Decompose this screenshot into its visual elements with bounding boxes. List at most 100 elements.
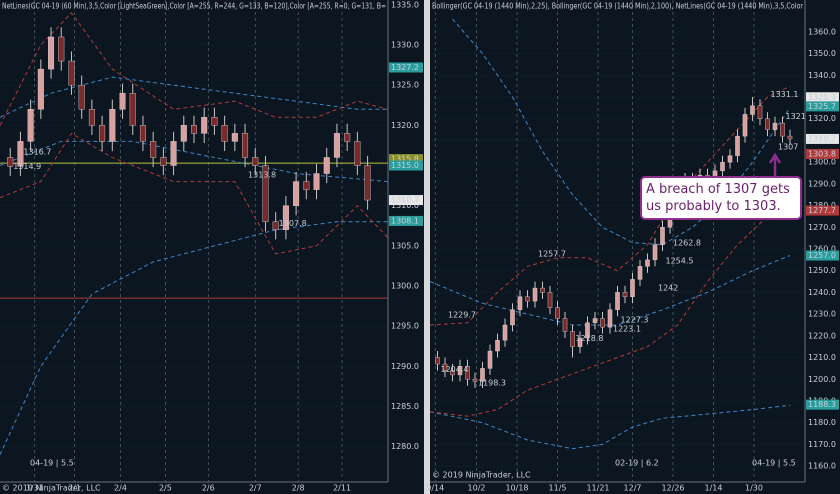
y-tick-label: 1325.0 — [391, 81, 419, 90]
price-point-label: 1262.8 — [673, 238, 701, 247]
candle-body — [160, 157, 167, 166]
candle-body — [570, 331, 575, 347]
y-tick-label: 1220.0 — [808, 331, 836, 340]
candle-body — [772, 122, 778, 130]
candle-body — [435, 357, 440, 365]
price-point-label: 1204.4 — [441, 365, 469, 374]
candle-body — [480, 368, 485, 382]
band-line — [429, 210, 791, 417]
price-tag-label: 1327.2 — [391, 63, 419, 72]
y-tick-label: 1250.0 — [808, 266, 836, 275]
candle-body — [750, 105, 755, 115]
price-tag — [389, 160, 423, 171]
candle-body — [231, 133, 238, 142]
price-point-label: 1313.8 — [248, 171, 276, 180]
y-tick-label: 1200.0 — [808, 375, 836, 384]
price-point-label: 1307 — [778, 142, 798, 151]
y-tick-label: 1335.0 — [391, 0, 419, 9]
x-tick-label: 2/11 — [333, 484, 351, 493]
x-tick-label: 11/21 — [586, 484, 609, 493]
footnote: 04-19 | 5.5 — [752, 459, 796, 468]
price-tag — [806, 133, 839, 144]
price-point-label: 1257.7 — [538, 249, 566, 258]
candle-body — [78, 84, 85, 110]
annotation: A breach of 1307 gets us probably to 130… — [640, 176, 802, 220]
price-point-label: 1227.3 — [621, 315, 649, 324]
candle-body — [450, 370, 455, 376]
candle-body — [442, 363, 448, 371]
y-tick-label: 1260.0 — [808, 245, 836, 254]
candle-body — [652, 244, 658, 261]
candle-body — [354, 141, 361, 166]
y-tick-label: 1310.0 — [391, 201, 419, 210]
y-tick-label: 1170.0 — [808, 440, 836, 449]
y-tick-label: 1180.0 — [808, 418, 836, 427]
candle-body — [88, 109, 95, 126]
candle-body — [622, 292, 628, 297]
candle-body — [313, 173, 320, 190]
price-point-label: 1254.5 — [666, 256, 694, 265]
price-tag — [806, 399, 839, 410]
candle-body — [592, 318, 598, 324]
candle-body — [364, 165, 371, 201]
x-tick-label: 12/26 — [661, 484, 684, 493]
candle-body — [600, 318, 605, 328]
candle-body — [615, 292, 620, 310]
x-tick-label: 1/31 — [26, 484, 44, 493]
candle-body — [720, 161, 725, 172]
price-point-label: 1218.8 — [576, 334, 604, 343]
candle-body — [37, 68, 44, 110]
band-line — [429, 404, 791, 450]
candle-body — [272, 221, 279, 230]
plot-area — [0, 0, 424, 494]
plot-area — [430, 0, 840, 494]
candle-body — [58, 36, 65, 62]
candle-body — [547, 292, 553, 308]
chart-header: Bollinger(GC 04-19 (1440 Min),2,25), Bol… — [432, 2, 804, 11]
price-point-label: 1314.9 — [13, 162, 41, 171]
candle-body — [562, 318, 568, 332]
price-tag-label: 1325.7 — [808, 102, 836, 111]
y-tick-label: 1210.0 — [808, 353, 836, 362]
candle-body — [180, 125, 187, 142]
x-tick-label: 1/30 — [745, 484, 763, 493]
candle-body — [282, 205, 289, 230]
price-tag-label: 1329.9 — [808, 93, 836, 102]
price-point-label: 1229.7 — [448, 310, 476, 319]
y-tick-label: 1240.0 — [808, 288, 836, 297]
y-tick-label: 1300.0 — [808, 158, 836, 167]
y-tick-label: 1160.0 — [808, 462, 836, 471]
candle-body — [757, 105, 763, 119]
band-line — [0, 221, 388, 455]
price-tag — [389, 215, 423, 226]
annotation-arrow — [768, 152, 782, 176]
price-tag-label: 1310.7 — [808, 134, 836, 143]
price-point-label: 1223.1 — [613, 325, 641, 334]
footnote: 04-19 | 5.5 — [30, 459, 74, 468]
candle-body — [119, 92, 126, 110]
candle-body — [139, 125, 146, 142]
x-tick-label: 1/14 — [705, 484, 723, 493]
candle-body — [735, 135, 740, 156]
candle-body — [99, 125, 106, 142]
candle-body — [252, 157, 259, 166]
y-tick-label: 1330.0 — [391, 40, 419, 49]
candle-body — [170, 141, 177, 166]
candle-body — [190, 125, 198, 134]
candle-body — [68, 60, 75, 86]
band-line — [0, 12, 389, 126]
candle-body — [303, 181, 310, 190]
candle-body — [344, 133, 351, 142]
candle-body — [502, 324, 508, 341]
candle-body — [48, 36, 55, 70]
price-tag — [806, 92, 839, 103]
y-tick-label: 1320.0 — [808, 114, 836, 123]
candle-body — [242, 133, 249, 158]
x-tick-label: 12/7 — [624, 484, 642, 493]
price-tag-label: 1277.7 — [808, 206, 836, 215]
y-tick-label: 1360.0 — [808, 27, 836, 36]
band-line — [429, 85, 791, 326]
candle-body — [27, 109, 34, 142]
x-tick-label: 2/6 — [202, 484, 215, 493]
